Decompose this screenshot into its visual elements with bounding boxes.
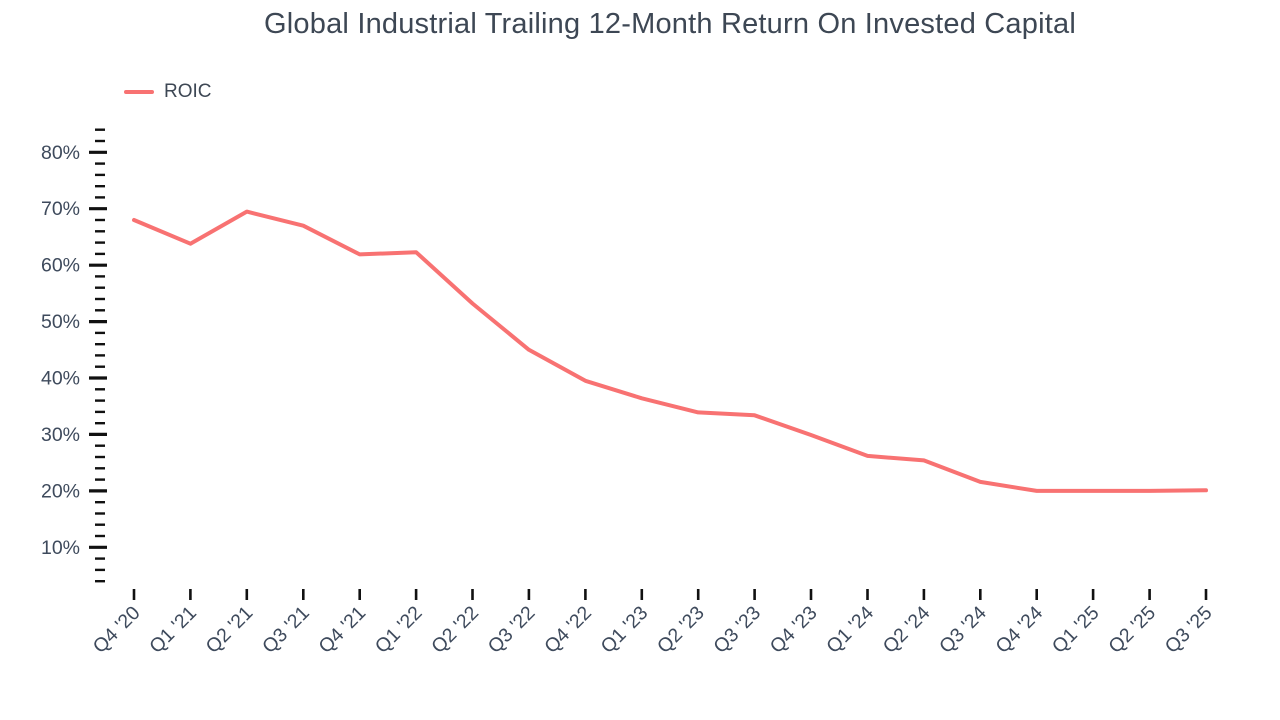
x-axis-label: Q1 '23 (597, 602, 653, 658)
x-axis-label: Q2 '25 (1104, 602, 1160, 658)
x-axis-label: Q3 '24 (935, 602, 991, 658)
x-axis-label: Q2 '24 (879, 602, 935, 658)
x-axis-label: Q1 '25 (1048, 602, 1104, 658)
x-axis-label: Q1 '22 (371, 602, 427, 658)
x-axis-label: Q1 '21 (145, 602, 201, 658)
legend-label: ROIC (164, 81, 212, 102)
x-axis-label: Q4 '22 (540, 602, 596, 658)
x-axis-label: Q2 '22 (427, 602, 483, 658)
y-axis-label: 60% (41, 255, 80, 277)
x-axis-label: Q3 '22 (484, 602, 540, 658)
x-axis-label: Q4 '24 (991, 602, 1047, 658)
y-axis-label: 80% (41, 142, 80, 164)
x-axis-label: Q2 '23 (653, 602, 709, 658)
x-axis-label: Q4 '20 (89, 602, 145, 658)
x-axis-label: Q3 '23 (709, 602, 765, 658)
y-axis-label: 30% (41, 424, 80, 446)
x-axis-label: Q4 '21 (314, 602, 370, 658)
x-axis-label: Q2 '21 (202, 602, 258, 658)
legend-item-roic[interactable]: ROIC (124, 82, 212, 102)
x-axis-label: Q3 '21 (258, 602, 314, 658)
roic-line-series (132, 209, 1208, 493)
y-axis-label: 70% (41, 198, 80, 220)
y-axis-label: 50% (41, 311, 80, 333)
x-axis-label: Q1 '24 (822, 602, 878, 658)
y-axis-label: 40% (41, 368, 80, 390)
y-axis-label: 10% (41, 537, 80, 559)
legend-line-swatch-icon (124, 89, 154, 95)
x-axis-label: Q4 '23 (766, 602, 822, 658)
x-axis-label: Q3 '25 (1161, 602, 1217, 658)
chart-title: Global Industrial Trailing 12-Month Retu… (264, 8, 1076, 40)
y-axis-label: 20% (41, 480, 80, 502)
